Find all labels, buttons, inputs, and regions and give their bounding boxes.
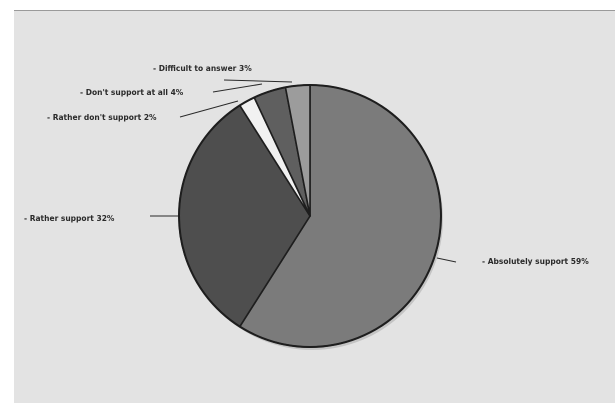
slice-label-rather-don-t-support: - Rather don't support 2% bbox=[47, 113, 157, 122]
leader-line-rather-don-t-support bbox=[179, 100, 239, 118]
slice-label-difficult-to-answer: - Difficult to answer 3% bbox=[153, 64, 252, 73]
slice-label-don-t-support-at-all: - Don't support at all 4% bbox=[80, 88, 184, 97]
slice-label-absolutely-support: - Absolutely support 59% bbox=[482, 257, 589, 266]
leader-line-don-t-support-at-all bbox=[212, 83, 263, 93]
slice-label-rather-support: - Rather support 32% bbox=[24, 214, 115, 223]
leader-line-absolutely-support bbox=[436, 257, 457, 263]
leader-line-difficult-to-answer bbox=[223, 79, 293, 83]
pie-outline bbox=[178, 84, 442, 348]
